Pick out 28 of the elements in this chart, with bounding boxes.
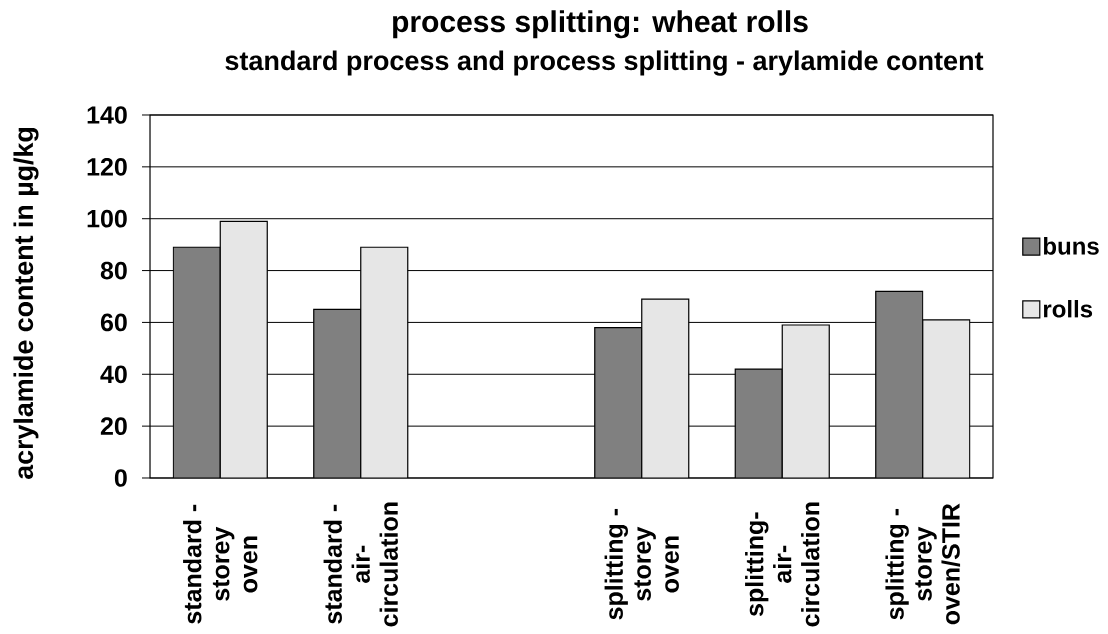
bar xyxy=(172,246,221,478)
y-tick-label: 140 xyxy=(87,106,127,124)
x-tick-label: splitting - storey oven/STIR xyxy=(885,503,961,625)
bar xyxy=(360,246,409,478)
x-tick-label: splitting-air-circulation xyxy=(745,502,820,627)
chart-title: process splitting: wheat rolls xyxy=(393,10,808,39)
x-tick-label: splitting - storey oven xyxy=(604,508,679,620)
y-tick-label: 100 xyxy=(87,209,127,228)
y-tick-label: 60 xyxy=(100,313,127,332)
bar xyxy=(875,290,924,478)
y-tick-label: 0 xyxy=(114,469,127,487)
legend-label: rolls xyxy=(1043,299,1093,318)
bar xyxy=(313,308,362,478)
bar xyxy=(734,368,783,478)
y-tick-label: 20 xyxy=(100,417,127,435)
y-axis-title: acrylamide content in µg/kg xyxy=(13,128,39,479)
y-tick-label: 80 xyxy=(100,261,127,280)
bar xyxy=(594,327,643,478)
bar xyxy=(922,319,971,478)
legend-label: buns xyxy=(1043,237,1099,255)
bar xyxy=(219,220,268,478)
bar xyxy=(641,298,690,478)
x-tick-label: standard - storey oven xyxy=(183,504,258,624)
y-tick-label: 40 xyxy=(100,365,127,384)
chart-subtitle: standard process and process splitting - arylamide content xyxy=(225,50,984,76)
bar xyxy=(781,324,830,478)
y-tick-label: 120 xyxy=(87,158,127,176)
x-tick-label: standard - air-circulation xyxy=(323,502,398,627)
